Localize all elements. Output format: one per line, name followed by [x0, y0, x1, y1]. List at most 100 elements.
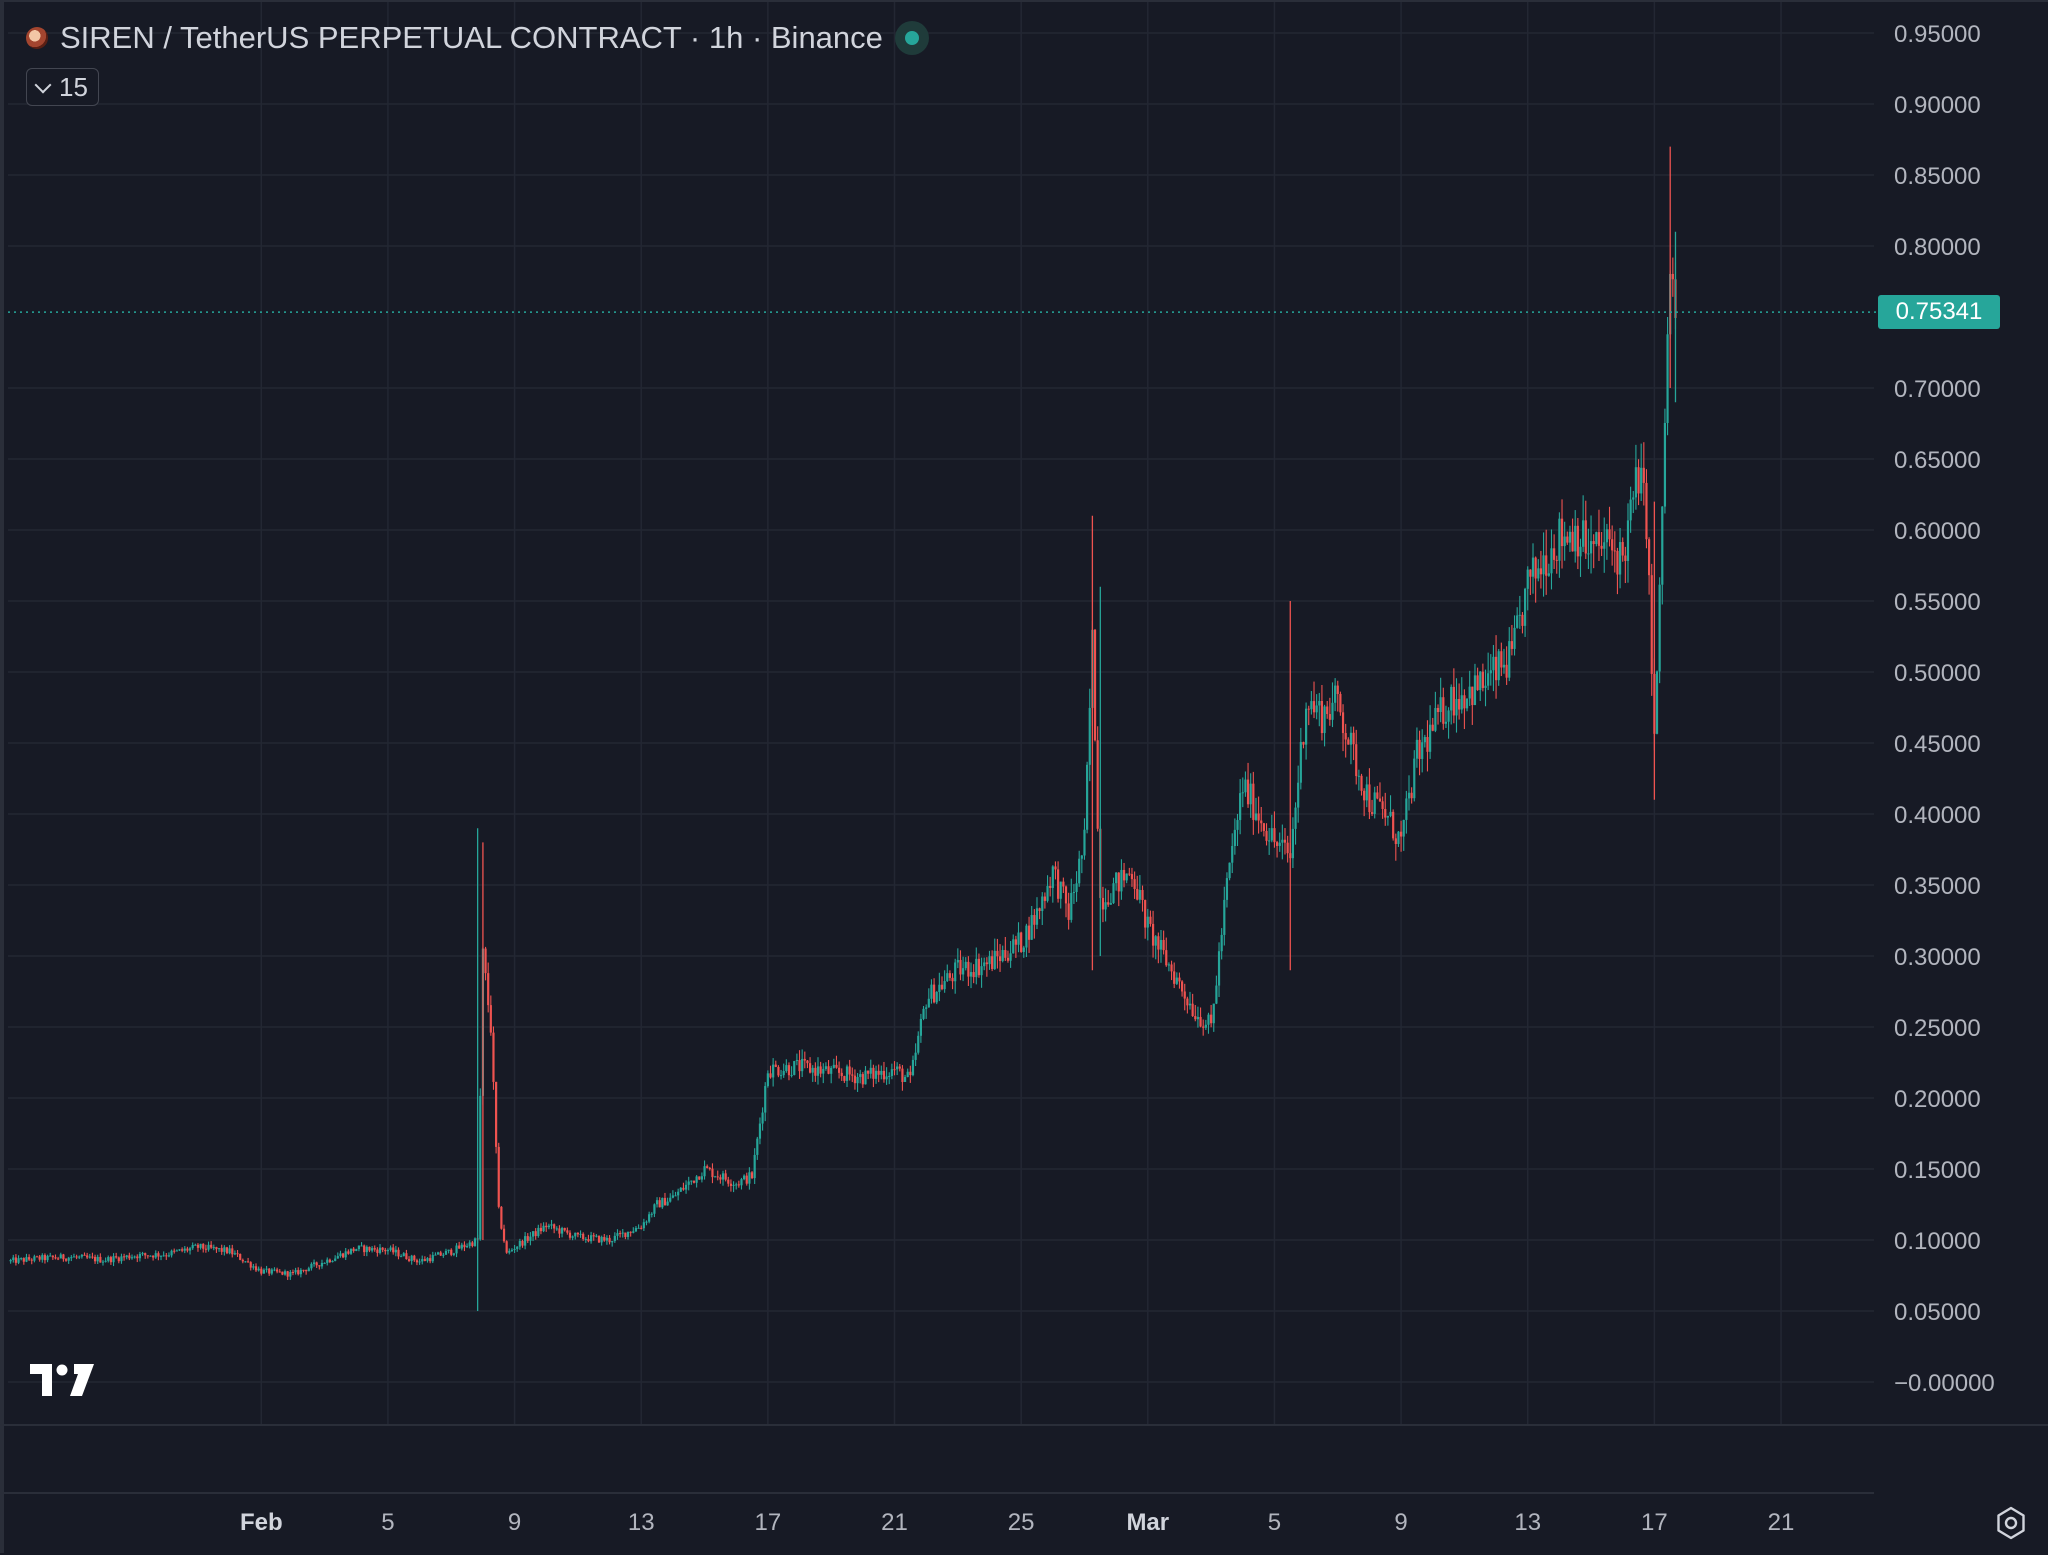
- legend-collapse-button[interactable]: 15: [26, 68, 99, 106]
- candle-body: [1600, 545, 1603, 549]
- x-tick-label: 5: [381, 1509, 394, 1536]
- candle-body: [78, 1256, 81, 1258]
- candle-body: [1183, 991, 1186, 999]
- candle-body: [1017, 932, 1020, 945]
- candle-body: [840, 1072, 843, 1077]
- candle-body: [753, 1154, 756, 1179]
- candle-body: [1661, 506, 1664, 585]
- candle-body: [758, 1123, 762, 1139]
- candle-body: [808, 1063, 812, 1073]
- candle-body: [1611, 539, 1614, 551]
- candle-body: [12, 1257, 15, 1261]
- candle-body: [22, 1258, 25, 1262]
- x-tick-label: 21: [881, 1509, 908, 1536]
- candle-body: [1431, 724, 1434, 731]
- candle-body: [769, 1073, 772, 1078]
- candle-body: [1049, 885, 1052, 888]
- candle-body: [360, 1245, 363, 1247]
- tradingview-logo-icon[interactable]: [30, 1364, 94, 1398]
- candle-body: [252, 1266, 255, 1268]
- candle-body: [421, 1259, 424, 1262]
- candle-body: [637, 1227, 640, 1229]
- candle-body: [1613, 550, 1616, 552]
- candle-body: [1531, 557, 1535, 577]
- candle-body: [922, 1008, 925, 1019]
- candle-body: [930, 984, 933, 999]
- candle-body: [1027, 925, 1031, 940]
- candle-body: [479, 1095, 482, 1240]
- candle-body: [539, 1227, 543, 1232]
- candle-body: [41, 1255, 44, 1260]
- candle-body: [254, 1266, 258, 1271]
- candle-body: [1051, 866, 1054, 888]
- candle-body: [1542, 555, 1545, 575]
- candle-body: [283, 1271, 287, 1275]
- candle-body: [64, 1259, 68, 1261]
- candle-body: [980, 966, 983, 976]
- settings-icon[interactable]: [1994, 1506, 2028, 1540]
- candle-body: [880, 1070, 883, 1075]
- candle-body: [1365, 784, 1368, 801]
- candle-body: [1246, 779, 1250, 805]
- candle-body: [1120, 869, 1123, 892]
- candle-body: [88, 1256, 91, 1258]
- candle-body: [513, 1248, 516, 1250]
- candle-body: [1307, 708, 1310, 710]
- candle-body: [492, 1032, 495, 1082]
- candle-body: [661, 1197, 664, 1208]
- candle-body: [632, 1231, 635, 1233]
- candle-body: [653, 1204, 656, 1214]
- candle-body: [721, 1173, 725, 1180]
- candle-body: [1223, 899, 1226, 935]
- candle-body: [159, 1255, 163, 1257]
- candle-body: [568, 1232, 572, 1238]
- candle-body: [59, 1254, 62, 1259]
- candle-body: [1389, 811, 1392, 816]
- candle-body: [814, 1067, 817, 1076]
- candle-body: [779, 1075, 783, 1077]
- candle-body: [566, 1230, 569, 1233]
- candles-group: [9, 146, 1677, 1311]
- candle-body: [1386, 815, 1389, 818]
- candle-body: [611, 1241, 614, 1243]
- symbol-title[interactable]: SIREN / TetherUS PERPETUAL CONTRACT · 1h…: [60, 20, 883, 55]
- candle-body: [1136, 888, 1139, 900]
- candle-body: [1125, 873, 1128, 881]
- candle-body: [1191, 1003, 1194, 1017]
- candle-body: [376, 1249, 379, 1253]
- candle-body: [1492, 656, 1495, 671]
- candle-body: [867, 1070, 870, 1074]
- candle-body: [1360, 775, 1363, 791]
- candle-body: [162, 1255, 165, 1257]
- candle-body: [832, 1064, 835, 1068]
- candlestick-chart[interactable]: 0.95000 0.90000 0.85000 0.80000 0.70000 0.650…: [4, 2, 2048, 1555]
- candle-body: [334, 1258, 337, 1261]
- candle-body: [326, 1259, 329, 1263]
- chevron-down-icon: [34, 76, 52, 93]
- candle-body: [228, 1248, 231, 1254]
- x-tick-label: Feb: [240, 1509, 283, 1536]
- candle-body: [241, 1259, 244, 1262]
- x-tick-label: Mar: [1126, 1509, 1169, 1536]
- candle-body: [1231, 846, 1234, 863]
- candle-body: [35, 1256, 39, 1258]
- candle-body: [175, 1250, 178, 1252]
- x-tick-label: 13: [1514, 1509, 1541, 1536]
- candle-body: [487, 973, 490, 1006]
- candle-body: [700, 1176, 704, 1180]
- candle-body: [1473, 675, 1477, 706]
- candle-body: [278, 1271, 281, 1273]
- candle-body: [1397, 831, 1400, 844]
- candle-body: [1626, 520, 1630, 561]
- candle-body: [1275, 842, 1279, 846]
- candle-body: [1632, 497, 1635, 500]
- candle-body: [666, 1201, 669, 1206]
- candle-body: [1165, 950, 1168, 966]
- candle-body: [835, 1064, 838, 1068]
- candle-body: [1273, 828, 1276, 843]
- candle-body: [339, 1253, 342, 1257]
- candle-body: [207, 1244, 210, 1250]
- candle-body: [906, 1071, 909, 1078]
- candle-body: [1064, 886, 1068, 904]
- candle-body: [1286, 842, 1289, 854]
